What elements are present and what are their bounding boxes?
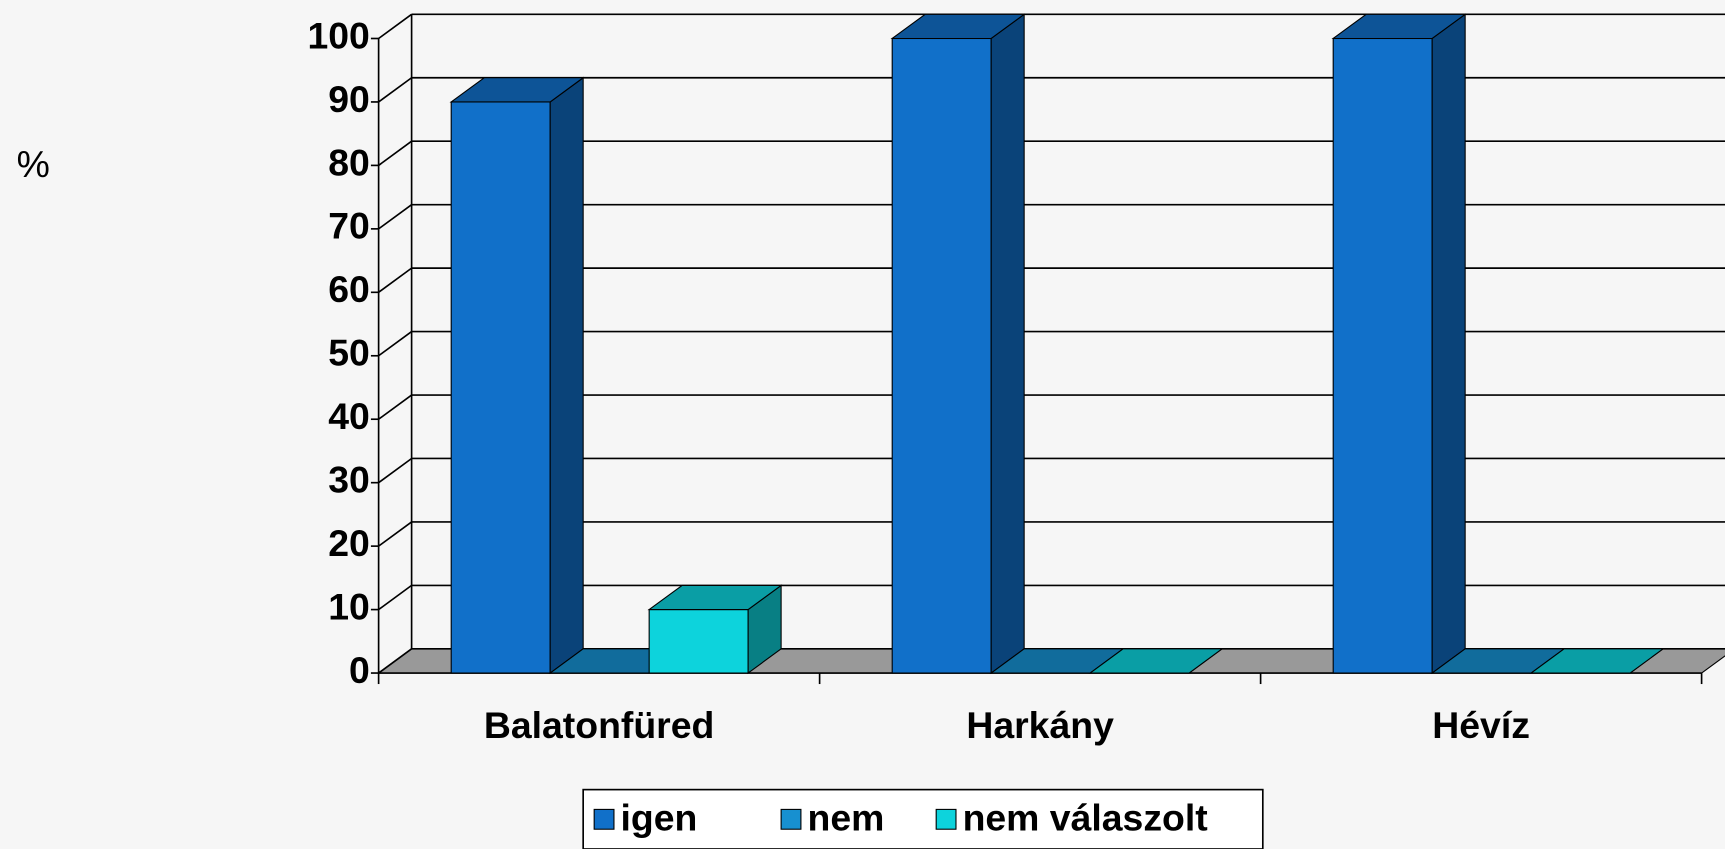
bar-top [1331,13,1467,40]
bar [449,76,585,675]
bar [1088,648,1224,674]
grid-line [378,13,413,40]
x-tick-label: Hévíz [1432,704,1530,746]
bar-front [648,609,749,674]
bar [1331,13,1467,675]
grid-line [378,330,413,357]
y-tick-label: 0 [349,649,370,691]
legend-label: nem válaszolt [963,796,1208,838]
grid-line [378,267,413,293]
grid-line [378,584,413,611]
grid-line [378,457,413,484]
bar-top [647,584,783,611]
bar-top [890,13,1026,40]
y-tick-label: 10 [328,585,370,627]
bar [647,584,783,675]
grid-line [378,77,413,103]
y-tick-label: 70 [328,205,370,247]
bar [890,13,1026,675]
bar-front [1332,37,1433,674]
bar-top [1529,648,1665,674]
y-tick-label: 90 [328,78,370,120]
y-tick-label: 30 [328,459,370,501]
y-tick-label: 60 [328,268,370,310]
legend-label: igen [621,796,698,838]
grid-line [378,648,413,674]
x-tick-label: Harkány [966,704,1114,746]
bar-top [1088,648,1224,674]
y-tick-label: 100 [307,14,369,56]
bar [1529,648,1665,674]
legend-swatch [935,808,957,830]
grid-line [378,394,413,420]
grid-line [378,521,413,547]
y-tick-label: 80 [328,141,370,183]
y-axis-label: % [17,143,50,185]
bar-top [449,77,585,103]
legend: igen nem nem válaszolt [593,796,1208,838]
bar-side [1431,13,1466,675]
bar-front [891,37,992,674]
legend-swatch [780,808,802,830]
y-tick-label: 40 [328,395,370,437]
legend-label: nem [808,796,885,838]
x-tick-label: Balatonfüred [484,704,715,746]
legend-swatch [593,808,615,830]
bar-front [450,101,551,674]
bar-side [549,76,584,675]
bar-side [990,13,1025,675]
y-tick-label: 20 [328,522,370,564]
legend-box [582,788,1264,849]
y-tick-label: 50 [328,332,370,374]
grid-line [378,140,413,167]
grid-line [378,203,413,230]
